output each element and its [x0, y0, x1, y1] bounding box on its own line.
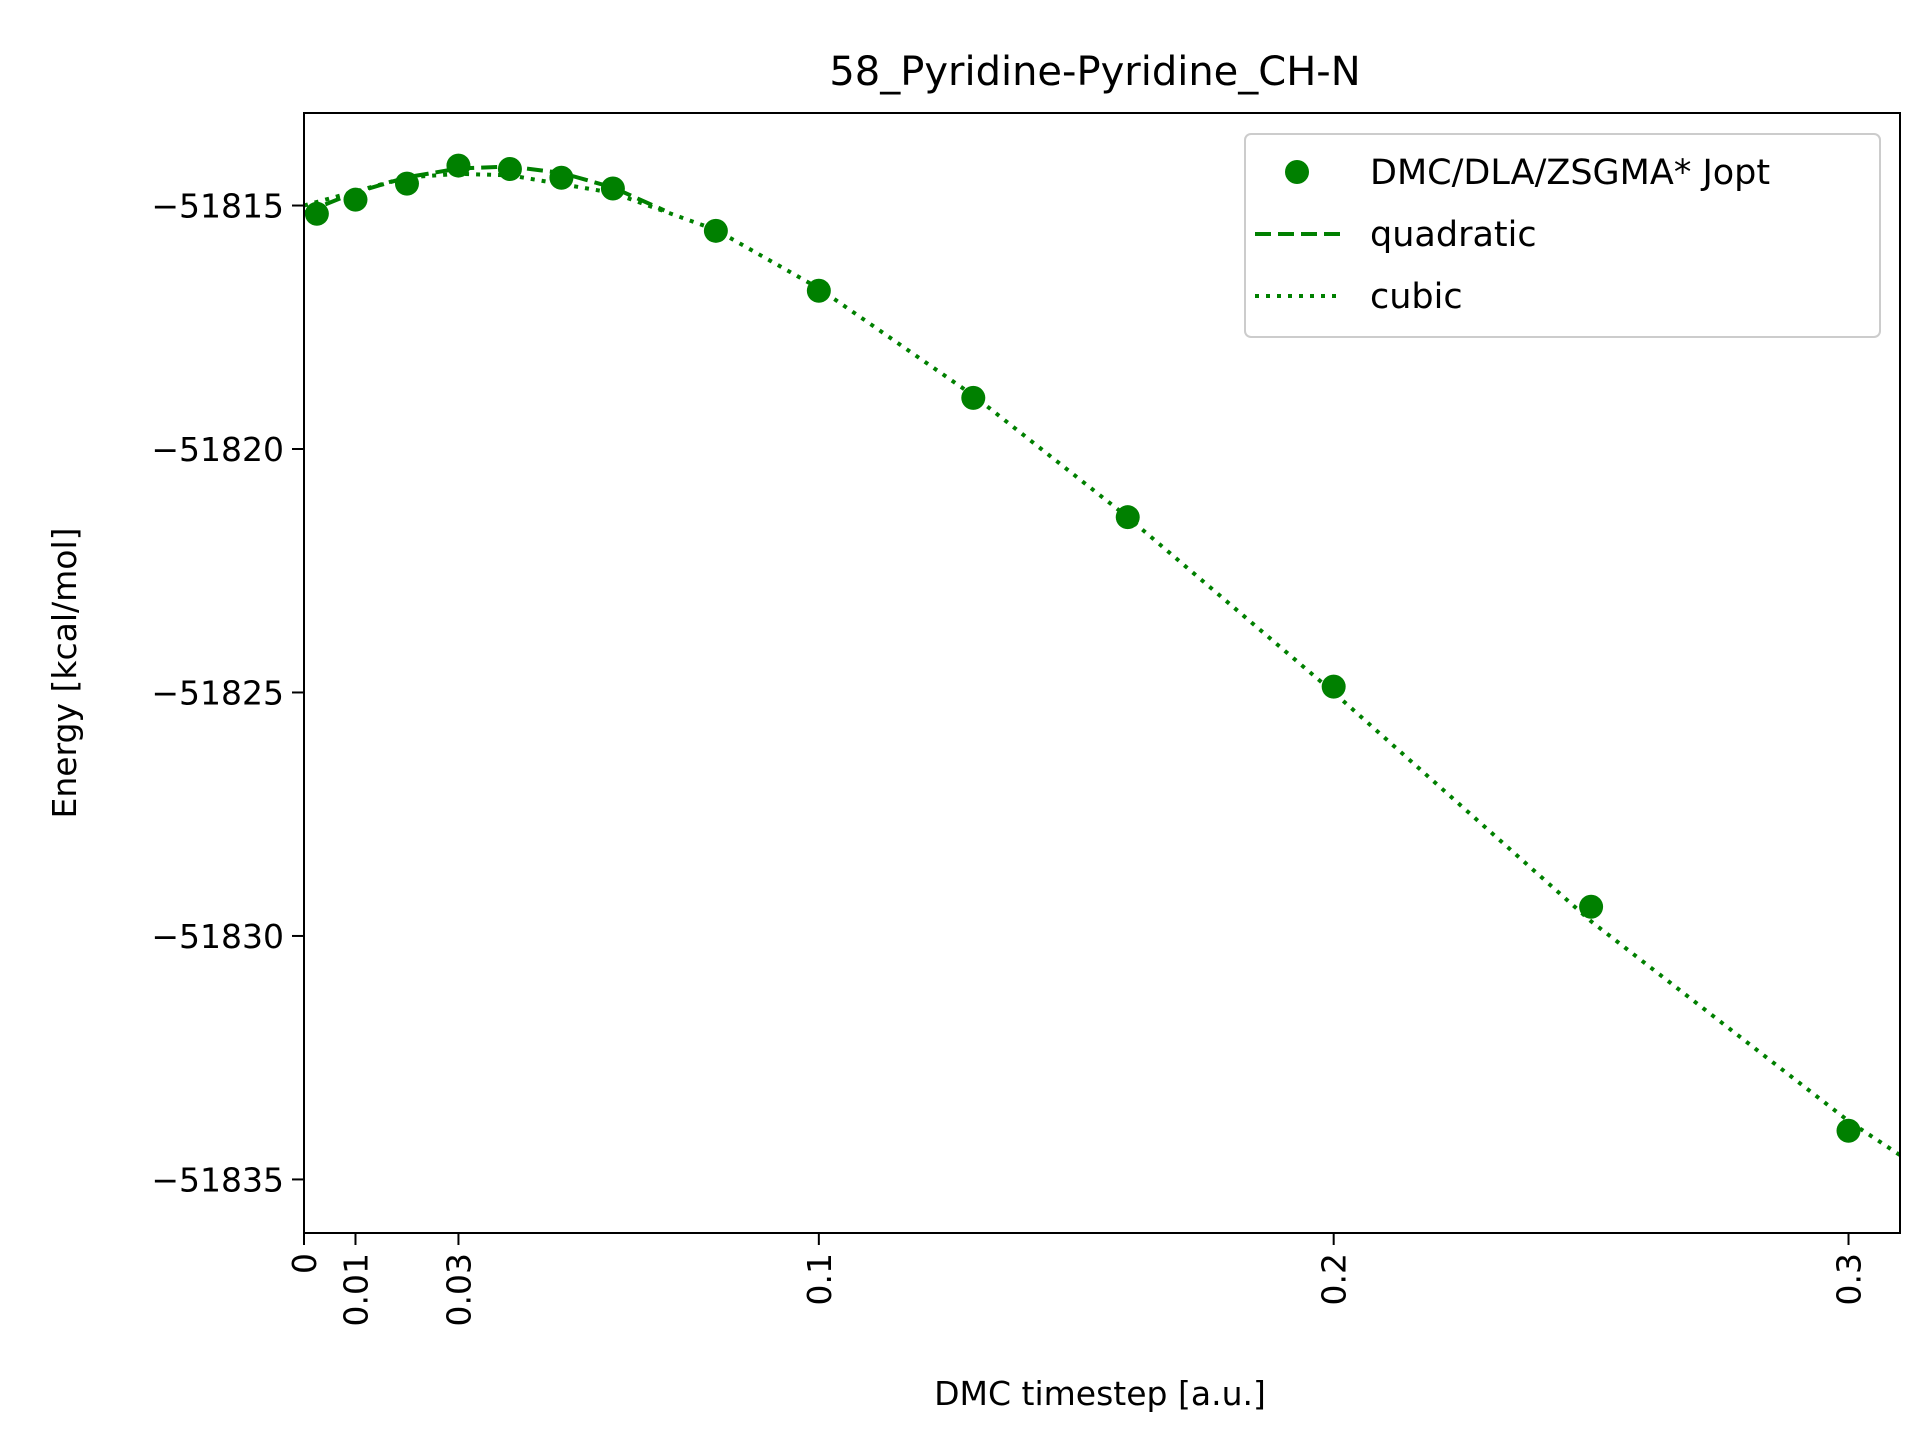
x-tick-label: 0 — [285, 1253, 324, 1274]
data-point — [1321, 674, 1346, 699]
y-axis-ticks: −51815 −51820 −51825 −51830 −51835 — [151, 187, 304, 1199]
data-point — [600, 176, 625, 201]
x-axis-ticks: 0 0.01 0.03 0.1 0.2 0.3 — [285, 1233, 1869, 1326]
x-tick-label: 0.03 — [439, 1253, 478, 1326]
data-point — [446, 153, 471, 178]
data-point — [497, 157, 522, 181]
legend-marker-dmc-dla-zsgma-jopt — [1285, 160, 1309, 184]
data-point — [806, 278, 831, 303]
y-tick-label: −51820 — [151, 430, 284, 469]
y-tick-label: −51815 — [151, 187, 284, 226]
x-tick-label: 0.1 — [800, 1253, 839, 1305]
legend-label-dmc-dla-zsgma-jopt: DMC/DLA/ZSGMA* Jopt — [1370, 153, 1770, 193]
data-point — [1836, 1118, 1861, 1143]
x-tick-label: 0.2 — [1315, 1253, 1354, 1305]
data-point — [703, 218, 728, 243]
data-point — [343, 187, 368, 212]
y-tick-label: −51825 — [151, 673, 284, 712]
data-point — [394, 171, 419, 196]
chart-title: 58_Pyridine-Pyridine_CH-N — [829, 49, 1360, 95]
data-point — [1115, 505, 1140, 530]
legend-box — [1244, 133, 1881, 338]
data-point — [304, 201, 329, 226]
data-point — [549, 165, 574, 190]
plot-frame — [303, 112, 1901, 1234]
series-layer — [304, 153, 1900, 1157]
data-point — [961, 385, 986, 410]
y-tick-label: −51830 — [151, 917, 284, 956]
legend-label-quadratic: quadratic — [1370, 215, 1537, 255]
y-tick-label: −51835 — [151, 1160, 284, 1199]
legend-label-cubic: cubic — [1370, 277, 1463, 317]
x-axis-label: DMC timestep [a.u.] — [934, 1374, 1266, 1413]
legend: DMC/DLA/ZSGMA* Jopt quadratic cubic — [1244, 133, 1881, 338]
y-axis-label: Energy [kcal/mol] — [45, 527, 84, 818]
x-tick-label: 0.3 — [1830, 1253, 1869, 1305]
data-point — [1579, 894, 1604, 919]
x-tick-label: 0.01 — [336, 1253, 375, 1326]
